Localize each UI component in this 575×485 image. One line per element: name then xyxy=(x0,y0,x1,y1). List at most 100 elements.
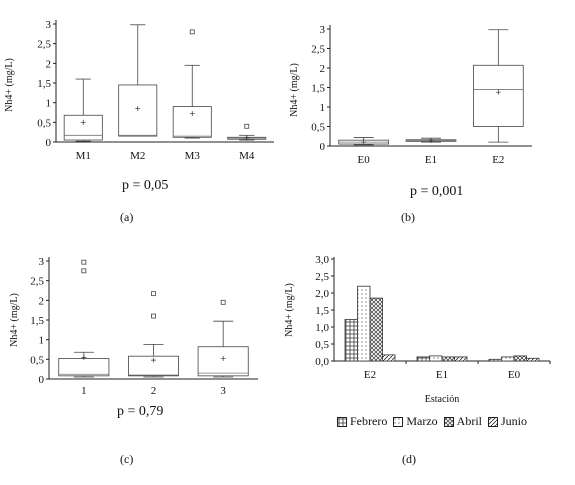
legend-swatch xyxy=(443,416,454,427)
chart-d-bar-Marzo-E0 xyxy=(501,356,515,362)
mean-marker xyxy=(244,135,250,141)
box-iqr xyxy=(58,358,110,377)
chart-d-bar-Marzo-E1 xyxy=(429,355,443,362)
mean-marker xyxy=(80,119,86,125)
chart-d-bar-Febrero-E2 xyxy=(344,319,358,362)
chart-a-ytick-label: 2 xyxy=(46,58,52,70)
chart-d-category-label: E1 xyxy=(436,369,448,381)
chart-c-box-3 xyxy=(197,299,249,378)
chart-a-ytick-label: 0,5 xyxy=(37,117,51,129)
chart-b-ytick-label: 2 xyxy=(320,63,326,75)
chart-d-xlabel: Estación xyxy=(425,394,459,405)
chart-a-category-label: M3 xyxy=(185,150,201,162)
chart-d-ytick-label: 2,5 xyxy=(315,271,329,283)
mean-marker xyxy=(151,357,156,363)
legend-label: Febrero xyxy=(350,414,388,428)
chart-c-ytick-label: 0 xyxy=(39,374,45,386)
chart-a-ytick-label: 1 xyxy=(46,98,52,110)
chart-c-box-1 xyxy=(58,259,110,378)
chart-b-category-label: E0 xyxy=(358,154,371,166)
chart-a-box-M3 xyxy=(172,29,212,139)
box-iqr xyxy=(473,64,524,127)
legend-label: Abril xyxy=(456,414,482,428)
chart-a-box-M4 xyxy=(227,123,267,141)
panel-label-c: (c) xyxy=(120,452,134,466)
chart-d-bar-Febrero-E1 xyxy=(416,356,430,362)
outlier-point xyxy=(244,123,250,129)
chart-b-box-E0 xyxy=(338,137,389,146)
chart-d-ytick-label: 2,0 xyxy=(315,288,329,300)
outlier-point xyxy=(81,259,87,265)
legend-label: Marzo xyxy=(406,414,438,428)
chart-c-ylabel: Nh4+ (mg/L) xyxy=(9,293,20,347)
chart-d-bar-Abril-E1 xyxy=(441,356,455,362)
legend-item-febrero: Febrero xyxy=(337,414,387,429)
chart-c-ytick-label: 0,5 xyxy=(30,354,44,366)
chart-a-category-label: M2 xyxy=(130,150,145,162)
chart-c-ytick-label: 1,5 xyxy=(30,315,44,327)
chart-d-bar-Abril-E2 xyxy=(369,297,383,362)
legend-item-abril: Abril xyxy=(443,414,482,429)
mean-marker xyxy=(428,138,434,144)
chart-c-ytick-label: 3 xyxy=(39,256,45,268)
chart-c-category-label: 3 xyxy=(220,385,226,397)
outlier-point xyxy=(151,313,156,319)
chart-d-bar-Junio-E1 xyxy=(454,356,468,362)
chart-a-category-label: M4 xyxy=(239,150,255,162)
chart-b-category-label: E1 xyxy=(425,154,437,166)
chart-d-bar-Febrero-E0 xyxy=(488,358,502,362)
chart-d-category-label: E2 xyxy=(364,369,376,381)
chart-d-ytick-label: 1,0 xyxy=(315,322,329,334)
chart-d-ytick-label: 3,0 xyxy=(315,254,329,266)
chart-c-ytick-label: 2,5 xyxy=(30,276,44,288)
panel-label-a: (a) xyxy=(120,210,134,224)
chart-d-ytick-label: 0,5 xyxy=(315,339,329,351)
chart-c-box-2 xyxy=(128,291,179,378)
chart-c-ytick-label: 2 xyxy=(39,295,45,307)
legend-d: Febrero Marzo Abril Junio xyxy=(337,414,527,429)
chart-a-ytick-label: 0 xyxy=(46,137,52,149)
legend-swatch xyxy=(393,416,404,427)
chart-d-bar-Abril-E0 xyxy=(513,355,527,362)
chart-c-ytick-label: 1 xyxy=(39,335,45,347)
outlier-point xyxy=(220,299,226,305)
chart-b-ylabel: Nh4+ (mg/L) xyxy=(289,63,300,117)
chart-d-ylabel: Nh4+ (mg/L) xyxy=(284,283,295,337)
chart-b-ytick-label: 0 xyxy=(320,141,326,153)
chart-a-ylabel: Nh4+ (mg/L) xyxy=(4,58,15,112)
chart-b-ytick-label: 3 xyxy=(320,24,326,36)
mean-marker xyxy=(361,139,367,145)
chart-d-ytick-label: 1,5 xyxy=(315,305,329,317)
mean-marker xyxy=(135,106,141,112)
legend-label: Junio xyxy=(501,414,528,428)
legend-item-marzo: Marzo xyxy=(393,414,438,429)
chart-b-box-E2 xyxy=(473,29,524,143)
chart-d-bar-Junio-E0 xyxy=(526,357,540,362)
mean-marker xyxy=(220,356,226,362)
legend-item-junio: Junio xyxy=(488,414,527,429)
outlier-point xyxy=(81,268,87,274)
chart-c-category-label: 2 xyxy=(151,385,157,397)
panel-label-b: (b) xyxy=(401,210,415,224)
chart-a-box-M2 xyxy=(118,24,158,137)
chart-a-ytick-label: 1,5 xyxy=(37,78,51,90)
chart-b-ytick-label: 0,5 xyxy=(311,122,325,134)
mean-marker xyxy=(495,89,501,95)
chart-b-box-E1 xyxy=(405,137,457,144)
mean-marker xyxy=(189,111,195,117)
box-iqr xyxy=(63,114,103,141)
chart-d-ytick-label: 0,0 xyxy=(315,356,329,368)
chart-c-category-label: 1 xyxy=(81,385,87,397)
box-iqr xyxy=(197,346,249,377)
mean-marker xyxy=(81,354,87,360)
chart-a-category-label: M1 xyxy=(76,150,91,162)
chart-d-bar-Junio-E2 xyxy=(382,354,396,362)
chart-b-ytick-label: 1,5 xyxy=(311,83,325,95)
outlier-point xyxy=(189,29,195,35)
chart-d-category-label: E0 xyxy=(508,369,521,381)
panel-label-d: (d) xyxy=(402,452,416,466)
chart-d-bar-Marzo-E2 xyxy=(357,285,371,362)
legend-swatch xyxy=(337,416,347,427)
chart-b-category-label: E2 xyxy=(492,154,504,166)
